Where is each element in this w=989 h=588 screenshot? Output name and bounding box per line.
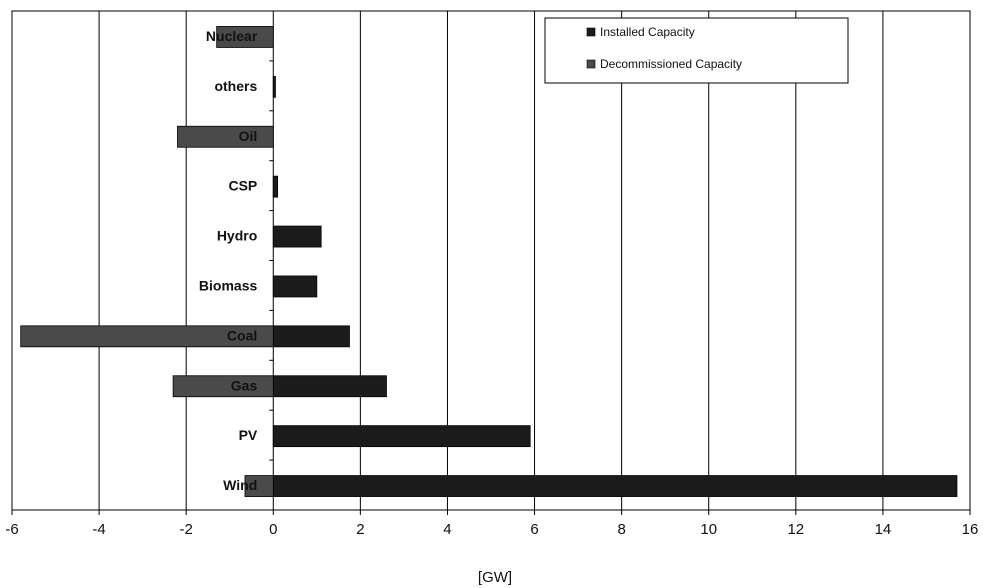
x-tick-label: -2 xyxy=(180,521,193,538)
category-labels: Nuclear others Oil CSP Hydro Biomass Coal Gas PV… xyxy=(199,28,258,493)
category-label: Gas xyxy=(231,377,258,393)
x-axis-title: [GW] xyxy=(478,569,512,586)
category-label: Oil xyxy=(239,128,258,144)
x-tick-label: 16 xyxy=(962,521,979,538)
bar-decommissioned-nuclear xyxy=(216,26,274,48)
bar-installed-csp xyxy=(272,175,279,198)
category-label: others xyxy=(214,78,257,94)
bar-installed-coal xyxy=(272,325,350,348)
bars xyxy=(20,26,958,497)
bar-decommissioned-oil xyxy=(177,125,274,148)
x-tick-label: 4 xyxy=(443,521,451,538)
legend-label: Decommissioned Capacity xyxy=(600,57,742,71)
category-label: PV xyxy=(239,427,258,443)
x-tick-label: 10 xyxy=(700,521,717,538)
bar-installed-biomass xyxy=(272,275,318,298)
x-tick-label: 12 xyxy=(787,521,804,538)
legend-swatch xyxy=(586,27,596,37)
x-tick-label: 8 xyxy=(617,521,625,538)
category-label: Hydro xyxy=(217,228,257,244)
x-tick-label: 0 xyxy=(269,521,277,538)
x-tick-label: 14 xyxy=(875,521,892,538)
plot-area xyxy=(11,10,971,511)
bar-decommissioned-gas xyxy=(172,375,274,398)
bar-installed-pv xyxy=(272,425,531,448)
bar-installed-others xyxy=(272,75,276,98)
bar-decommissioned-coal xyxy=(20,325,274,348)
x-tick-label: -6 xyxy=(5,521,18,538)
legend-swatch xyxy=(586,59,596,69)
category-label: Coal xyxy=(227,327,257,343)
category-label: Wind xyxy=(223,477,257,493)
category-label: Nuclear xyxy=(206,28,258,44)
x-tick-label: 6 xyxy=(530,521,538,538)
bar-decommissioned-wind xyxy=(244,475,274,497)
legend-label: Installed Capacity xyxy=(600,25,695,39)
category-label: Biomass xyxy=(199,277,258,293)
legend: Installed Capacity Decommissioned Capacit… xyxy=(544,17,849,84)
legend-box xyxy=(544,17,849,84)
bar-installed-gas xyxy=(272,375,387,398)
x-tick-label: 2 xyxy=(356,521,364,538)
category-label: CSP xyxy=(228,178,257,194)
x-tick-labels: -6 -4 -2 0 2 4 6 8 10 12 14 16 xyxy=(5,521,978,538)
bar-installed-wind xyxy=(272,475,958,497)
x-tick-label: -4 xyxy=(92,521,105,538)
bar-installed-hydro xyxy=(272,225,322,248)
